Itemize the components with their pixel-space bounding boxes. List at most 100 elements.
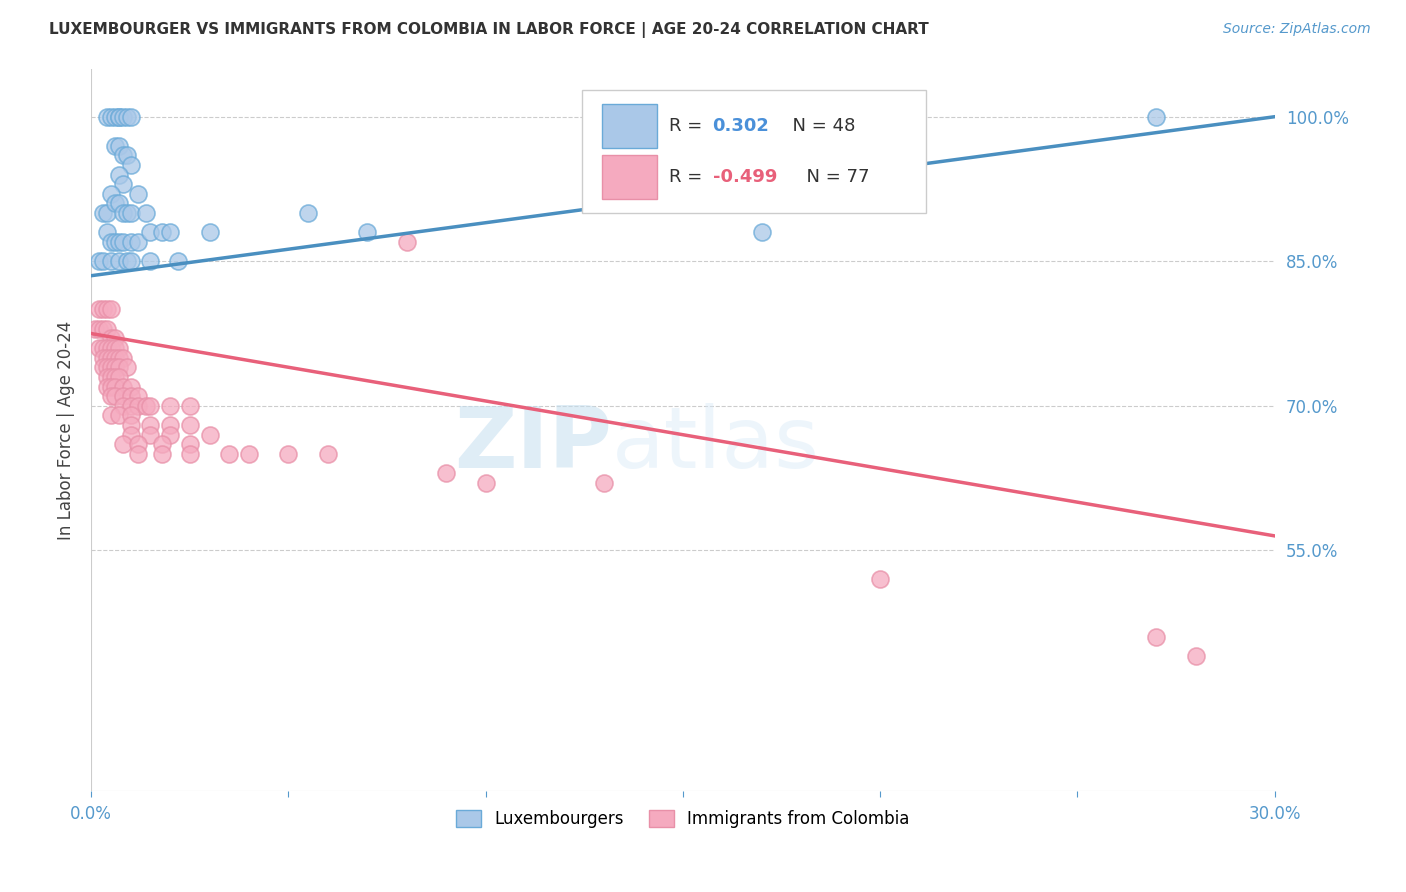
FancyBboxPatch shape	[602, 155, 657, 199]
Point	[115, 360, 138, 375]
Point	[139, 254, 162, 268]
Point	[100, 186, 122, 201]
Point	[96, 322, 118, 336]
Point	[100, 331, 122, 345]
Point	[120, 389, 142, 403]
Point	[115, 148, 138, 162]
Point	[395, 235, 418, 249]
Point	[356, 225, 378, 239]
Point	[100, 235, 122, 249]
Point	[111, 379, 134, 393]
Point	[120, 418, 142, 433]
Text: atlas: atlas	[612, 403, 820, 486]
Point	[218, 447, 240, 461]
Point	[100, 254, 122, 268]
Point	[87, 341, 110, 355]
Point	[107, 351, 129, 365]
Point	[107, 196, 129, 211]
Point	[179, 447, 201, 461]
Point	[159, 399, 181, 413]
Point	[115, 206, 138, 220]
Point	[150, 437, 173, 451]
Point	[111, 235, 134, 249]
Text: R =: R =	[669, 118, 707, 136]
Point	[91, 341, 114, 355]
Point	[316, 447, 339, 461]
Point	[120, 110, 142, 124]
Text: Source: ZipAtlas.com: Source: ZipAtlas.com	[1223, 22, 1371, 37]
Point	[107, 341, 129, 355]
Point	[100, 389, 122, 403]
Point	[111, 177, 134, 191]
Point	[167, 254, 190, 268]
Point	[1144, 630, 1167, 644]
Point	[104, 138, 127, 153]
Point	[104, 389, 127, 403]
Point	[277, 447, 299, 461]
Point	[107, 168, 129, 182]
Point	[96, 225, 118, 239]
Point	[84, 322, 107, 336]
Point	[91, 360, 114, 375]
Point	[96, 351, 118, 365]
Point	[198, 225, 221, 239]
Point	[104, 351, 127, 365]
Point	[751, 225, 773, 239]
Point	[159, 418, 181, 433]
Point	[179, 418, 201, 433]
Point	[104, 370, 127, 384]
Point	[104, 341, 127, 355]
Point	[128, 447, 150, 461]
Point	[107, 110, 129, 124]
Point	[107, 360, 129, 375]
Point	[111, 148, 134, 162]
FancyBboxPatch shape	[582, 90, 925, 213]
Point	[135, 206, 157, 220]
Point	[96, 206, 118, 220]
Point	[87, 254, 110, 268]
Point	[128, 389, 150, 403]
Point	[120, 158, 142, 172]
Point	[100, 302, 122, 317]
Point	[120, 206, 142, 220]
Point	[297, 206, 319, 220]
Point	[115, 254, 138, 268]
Point	[115, 110, 138, 124]
Point	[104, 196, 127, 211]
Point	[120, 254, 142, 268]
Point	[198, 427, 221, 442]
Point	[139, 225, 162, 239]
Point	[120, 235, 142, 249]
Text: LUXEMBOURGER VS IMMIGRANTS FROM COLOMBIA IN LABOR FORCE | AGE 20-24 CORRELATION : LUXEMBOURGER VS IMMIGRANTS FROM COLOMBIA…	[49, 22, 929, 38]
Point	[179, 437, 201, 451]
Point	[107, 138, 129, 153]
Point	[96, 379, 118, 393]
Point	[107, 409, 129, 423]
Point	[87, 302, 110, 317]
Point	[159, 427, 181, 442]
Point	[107, 235, 129, 249]
Point	[139, 427, 162, 442]
Point	[120, 427, 142, 442]
Point	[150, 225, 173, 239]
FancyBboxPatch shape	[602, 104, 657, 148]
Text: 0.302: 0.302	[713, 118, 769, 136]
Text: R =: R =	[669, 168, 707, 186]
Point	[128, 235, 150, 249]
Point	[100, 379, 122, 393]
Point	[104, 379, 127, 393]
Point	[238, 447, 260, 461]
Point	[120, 399, 142, 413]
Point	[179, 399, 201, 413]
Point	[128, 186, 150, 201]
Point	[1185, 649, 1208, 664]
Point	[104, 235, 127, 249]
Point	[159, 225, 181, 239]
Text: N = 77: N = 77	[796, 168, 870, 186]
Point	[100, 351, 122, 365]
Point	[91, 322, 114, 336]
Point	[96, 341, 118, 355]
Point	[107, 370, 129, 384]
Point	[100, 409, 122, 423]
Point	[139, 399, 162, 413]
